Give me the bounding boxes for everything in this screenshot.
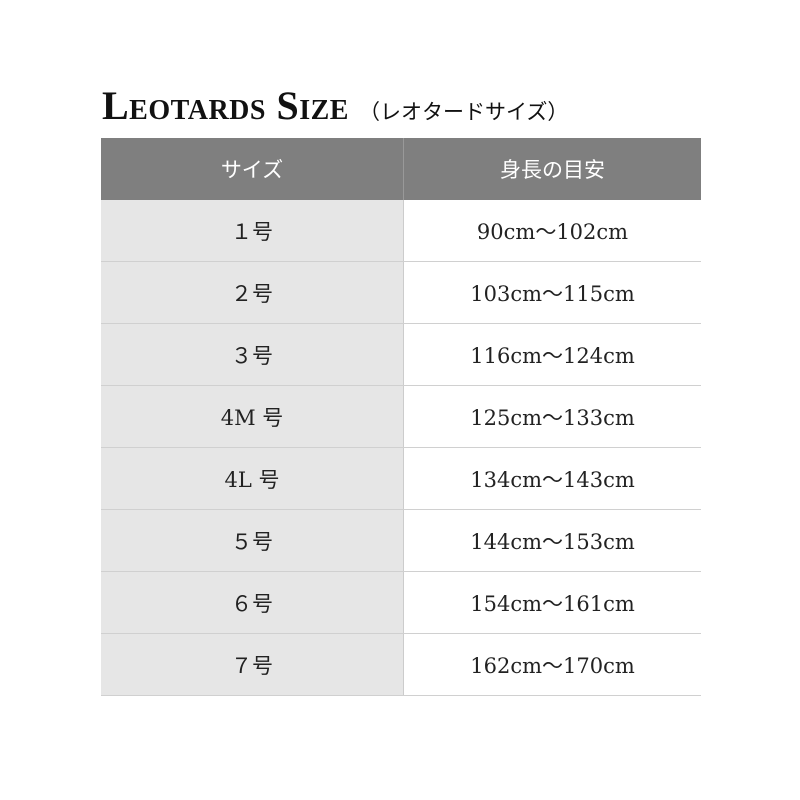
height-cell: 116cm〜124cm [403, 323, 701, 386]
size-cell: ３号 [101, 323, 404, 386]
size-cell: ２号 [101, 261, 404, 324]
size-cell: ５号 [101, 509, 404, 572]
size-cell: １号 [101, 200, 404, 262]
height-cell: 154cm〜161cm [403, 571, 701, 634]
table-row: ２号 103cm〜115cm [101, 261, 701, 324]
height-cell: 134cm〜143cm [403, 447, 701, 510]
page-title: Leotards Size （レオタードサイズ） [102, 82, 569, 128]
table-row: ７号 162cm〜170cm [101, 633, 701, 696]
title-sub: （レオタードサイズ） [358, 100, 569, 124]
height-cell: 125cm〜133cm [403, 385, 701, 448]
height-cell: 90cm〜102cm [403, 200, 701, 262]
size-cell: 4M 号 [101, 385, 404, 448]
size-cell: ７号 [101, 633, 404, 696]
title-main: Leotards Size [102, 83, 349, 128]
table-row: 4M 号 125cm〜133cm [101, 385, 701, 448]
size-cell: ６号 [101, 571, 404, 634]
size-table: サイズ 身長の目安 １号 90cm〜102cm ２号 103cm〜115cm ３号 116… [101, 138, 701, 696]
table-row: ６号 154cm〜161cm [101, 571, 701, 634]
table-row: １号 90cm〜102cm [101, 200, 701, 262]
table-row: ３号 116cm〜124cm [101, 323, 701, 386]
header-size: サイズ [101, 138, 404, 200]
header-height: 身長の目安 [403, 138, 701, 200]
table-row: ５号 144cm〜153cm [101, 509, 701, 572]
table-header-row: サイズ 身長の目安 [101, 138, 701, 200]
size-cell: 4L 号 [101, 447, 404, 510]
height-cell: 162cm〜170cm [403, 633, 701, 696]
height-cell: 103cm〜115cm [403, 261, 701, 324]
height-cell: 144cm〜153cm [403, 509, 701, 572]
table-row: 4L 号 134cm〜143cm [101, 447, 701, 510]
